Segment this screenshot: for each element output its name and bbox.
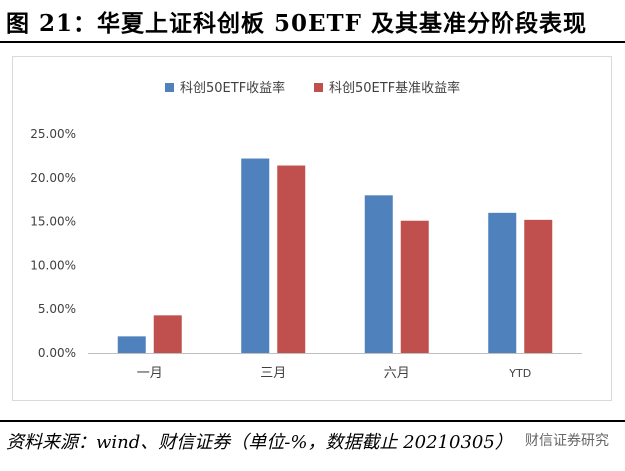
x-category-label: 三月 — [260, 366, 286, 381]
bar-benchmark — [277, 165, 306, 353]
y-tick-label: 0.00% — [38, 346, 76, 360]
bar-etf — [364, 195, 393, 353]
bar-etf — [117, 336, 146, 353]
x-category-label: YTD — [508, 367, 531, 380]
source-rule — [0, 420, 625, 422]
y-tick-label: 10.00% — [30, 258, 76, 272]
y-tick-label: 5.00% — [38, 302, 76, 316]
y-tick-label: 20.00% — [30, 171, 76, 185]
watermark: 财信证券研究 — [523, 430, 611, 450]
bar-etf — [488, 212, 517, 353]
bar-etf — [241, 158, 270, 353]
x-category-label: 六月 — [384, 366, 410, 381]
bar-benchmark — [524, 219, 553, 353]
bar-benchmark — [400, 220, 429, 353]
bar-benchmark — [153, 315, 182, 353]
legend-swatch — [165, 83, 174, 92]
legend-label: 科创50ETF基准收益率 — [329, 80, 460, 96]
legend-swatch — [314, 83, 323, 92]
y-tick-label: 25.00% — [30, 127, 76, 141]
title-rule — [0, 41, 625, 43]
x-category-label: 一月 — [137, 366, 163, 381]
source-note: 资料来源：wind、财信证券（单位-%，数据截止 20210305） — [6, 432, 513, 453]
y-tick-label: 15.00% — [30, 215, 76, 229]
legend-label: 科创50ETF收益率 — [180, 80, 285, 96]
chart-frame — [12, 56, 612, 401]
figure-title: 图 21：华夏上证科创板 50ETF 及其基准分阶段表现 — [6, 10, 588, 37]
